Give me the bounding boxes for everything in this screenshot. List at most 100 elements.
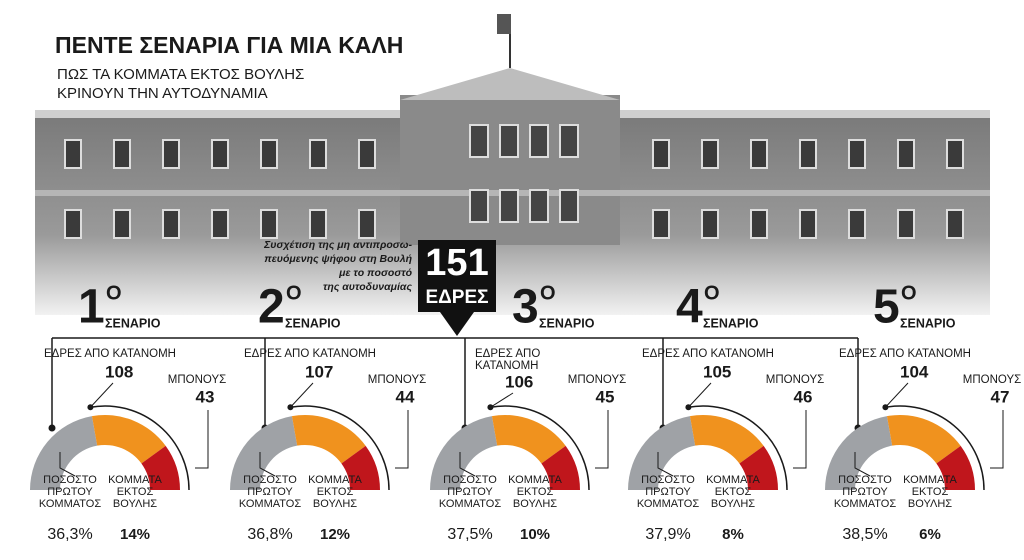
outside-parties-label: ΒΟΥΛΗΣ — [711, 498, 755, 510]
window — [358, 139, 376, 169]
window — [897, 139, 915, 169]
window — [750, 209, 768, 239]
seats-label: ΕΔΡΕΣ ΑΠΟ ΚΑΤΑΝΟΜΗ — [244, 348, 376, 360]
seats-label: ΕΔΡΕΣ ΑΠΟ ΚΑΤΑΝΟΜΗ — [44, 348, 176, 360]
bonus-value: 46 — [794, 387, 813, 406]
bonus-leader — [395, 410, 409, 469]
window — [499, 189, 519, 223]
gauge-bonus — [541, 445, 580, 490]
window — [701, 139, 719, 169]
outside-parties-value: 14% — [120, 526, 150, 543]
connector-dot — [48, 424, 56, 432]
outside-parties-label: ΕΚΤΟΣ — [517, 486, 554, 498]
window — [211, 209, 229, 239]
window — [897, 209, 915, 239]
note: πευόμενης ψήφου στη Βουλή — [264, 253, 412, 265]
window — [260, 139, 278, 169]
scenario-ordinal: Ο — [901, 282, 917, 304]
scenario-number: 1 — [78, 281, 105, 334]
note: με το ποσοστό — [338, 267, 412, 279]
scenario-ordinal: Ο — [106, 282, 122, 304]
seats-value: 107 — [305, 362, 333, 381]
seats-leader — [290, 382, 314, 408]
first-party-label: ΚΟΜΜΑΤΟΣ — [439, 498, 501, 510]
window — [946, 139, 964, 169]
gauge-outline — [290, 405, 390, 491]
badge-pointer — [440, 312, 474, 336]
first-leader — [657, 452, 674, 477]
bonus-leader — [595, 410, 609, 469]
gauge-outline — [490, 405, 590, 491]
first-leader — [459, 452, 476, 477]
first-party-value: 37,9% — [645, 526, 690, 543]
subtitle: ΠΩΣ ΤΑ ΚΟΜΜΑΤΑ ΕΚΤΟΣ ΒΟΥΛΗΣ — [57, 66, 304, 83]
window — [652, 139, 670, 169]
bonus-label: ΜΠΟΝΟΥΣ — [168, 374, 227, 386]
badge — [418, 240, 496, 312]
first-party-value: 38,5% — [842, 526, 887, 543]
outside-parties-label: ΚΟΜΜΑΤΑ — [903, 474, 957, 486]
windows — [64, 124, 964, 239]
window — [848, 209, 866, 239]
gauge-first-party — [628, 416, 696, 490]
scenario-number: 5 — [873, 281, 900, 334]
seats-leader — [90, 382, 114, 408]
seats-label: ΕΔΡΕΣ ΑΠΟ ΚΑΤΑΝΟΜΗ — [642, 348, 774, 360]
bonus-value: 44 — [396, 387, 415, 406]
outside-parties-value: 8% — [722, 526, 744, 543]
seats-value: 104 — [900, 362, 929, 381]
gauge-first-party — [430, 416, 498, 490]
window — [529, 124, 549, 158]
outside-parties-label: ΒΟΥΛΗΣ — [113, 498, 157, 510]
seats-leader — [490, 392, 514, 408]
outside-parties-label: ΚΟΜΜΑΤΑ — [508, 474, 562, 486]
first-party-value: 36,3% — [47, 526, 92, 543]
gauge-bonus — [739, 445, 778, 490]
badge-number: 151 — [425, 242, 488, 284]
window — [946, 209, 964, 239]
bonus-label: ΜΠΟΝΟΥΣ — [963, 374, 1022, 386]
window — [64, 209, 82, 239]
bonus-value: 47 — [991, 387, 1010, 406]
gauge-allocation — [91, 415, 166, 464]
first-party-label: ΠΡΩΤΟΥ — [645, 486, 691, 498]
first-party-value: 36,8% — [247, 526, 292, 543]
seats-label: ΕΔΡΕΣ ΑΠΟ — [475, 348, 540, 360]
window — [499, 124, 519, 158]
first-party-label: ΠΟΣΟΣΤΟ — [43, 474, 97, 486]
bonus-value: 45 — [596, 387, 615, 406]
window — [260, 209, 278, 239]
window — [652, 209, 670, 239]
gauge-outline — [90, 405, 190, 491]
scenario-ordinal: Ο — [704, 282, 720, 304]
scenario-label: ΣΕΝΑΡΙΟ — [105, 316, 161, 330]
window — [529, 189, 549, 223]
outside-parties-label: ΒΟΥΛΗΣ — [513, 498, 557, 510]
outside-parties-value: 10% — [520, 526, 550, 543]
gauge-allocation — [491, 415, 566, 464]
first-leader — [259, 452, 276, 477]
outside-parties-label: ΒΟΥΛΗΣ — [313, 498, 357, 510]
gauge-bonus — [341, 445, 380, 490]
window — [358, 209, 376, 239]
scenario-number: 3 — [512, 281, 539, 334]
first-party-label: ΠΟΣΟΣΤΟ — [838, 474, 892, 486]
outside-parties-value: 6% — [919, 526, 941, 543]
gauge-allocation — [886, 415, 961, 464]
gauge-first-party — [30, 416, 98, 490]
badge-label: ΕΔΡΕΣ — [425, 287, 488, 308]
scenario-ordinal: Ο — [286, 282, 302, 304]
window — [113, 209, 131, 239]
bonus-leader — [990, 410, 1004, 469]
outside-parties-label: ΒΟΥΛΗΣ — [908, 498, 952, 510]
bonus-label: ΜΠΟΝΟΥΣ — [766, 374, 825, 386]
outside-parties-label: ΕΚΤΟΣ — [912, 486, 949, 498]
bonus-label: ΜΠΟΝΟΥΣ — [368, 374, 427, 386]
seats-leader — [688, 382, 712, 408]
window — [469, 124, 489, 158]
first-party-label: ΠΟΣΟΣΤΟ — [641, 474, 695, 486]
window — [309, 139, 327, 169]
first-party-label: ΠΟΣΟΣΤΟ — [243, 474, 297, 486]
first-party-label: ΚΟΜΜΑΤΟΣ — [39, 498, 101, 510]
